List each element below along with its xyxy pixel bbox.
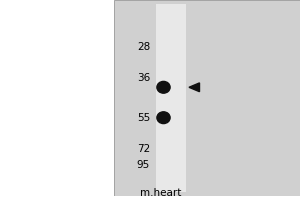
Text: 72: 72: [137, 144, 150, 154]
Text: 55: 55: [137, 113, 150, 123]
Ellipse shape: [157, 112, 170, 124]
Text: m.heart: m.heart: [140, 188, 181, 198]
Ellipse shape: [157, 81, 170, 93]
Bar: [156, 4, 186, 192]
Text: 95: 95: [137, 160, 150, 170]
Polygon shape: [189, 83, 200, 92]
Bar: [114, 0, 300, 196]
Text: 28: 28: [137, 42, 150, 52]
Text: 36: 36: [137, 73, 150, 83]
